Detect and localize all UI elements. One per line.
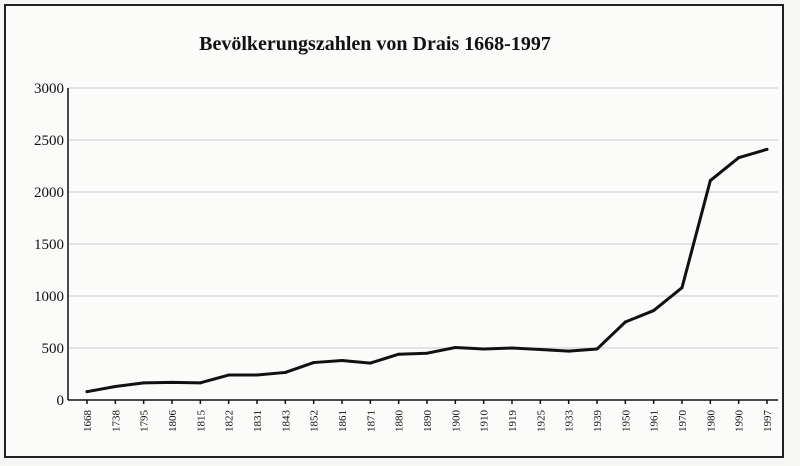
x-tick-label-1880: 1880 <box>394 410 406 433</box>
y-tick-label-1000: 1000 <box>34 289 64 305</box>
data-point-1997 <box>765 147 769 151</box>
data-point-1950 <box>623 320 627 324</box>
data-point-1970 <box>680 286 684 290</box>
y-tick-label-2500: 2500 <box>34 133 64 149</box>
data-point-1795 <box>142 381 146 385</box>
x-tick-label-1990: 1990 <box>734 410 746 433</box>
data-point-1738 <box>113 384 117 388</box>
x-tick-label-1910: 1910 <box>479 410 491 433</box>
x-tick-labels: 1668 1738 1795 1806 1815 1822 1831 1843 1852 1861… <box>82 410 774 433</box>
x-tick-label-1815: 1815 <box>195 410 207 433</box>
x-tick-label-1861: 1861 <box>337 410 349 432</box>
series-layer <box>85 147 769 394</box>
data-point-1925 <box>538 348 542 352</box>
data-point-1806 <box>170 380 174 384</box>
x-tick-label-1806: 1806 <box>167 410 179 433</box>
x-tick-label-1997: 1997 <box>762 410 774 433</box>
x-tick-label-1871: 1871 <box>365 410 377 432</box>
data-point-1939 <box>595 347 599 351</box>
data-point-1871 <box>368 361 372 365</box>
x-tick-label-1852: 1852 <box>309 410 321 432</box>
x-tick-label-1668: 1668 <box>82 410 94 433</box>
y-tick-label-500: 500 <box>42 341 65 357</box>
x-tick-label-1970: 1970 <box>677 410 689 433</box>
data-point-1990 <box>737 156 741 160</box>
x-tick-label-1831: 1831 <box>252 410 264 432</box>
x-tick-label-1919: 1919 <box>507 410 519 433</box>
x-tick-label-1890: 1890 <box>422 410 434 433</box>
y-tick-labels: 0 500 1000 1500 2000 2500 3000 <box>34 81 64 409</box>
x-tick-label-1738: 1738 <box>110 410 122 433</box>
data-point-1815 <box>198 381 202 385</box>
data-point-1980 <box>708 179 712 183</box>
x-tick-label-1939: 1939 <box>592 410 604 433</box>
x-tick-label-1980: 1980 <box>705 410 717 433</box>
series-line <box>85 147 769 394</box>
y-tick-label-2000: 2000 <box>34 185 64 201</box>
x-tick-label-1795: 1795 <box>139 410 151 433</box>
data-point-1861 <box>340 358 344 362</box>
gridlines <box>68 87 778 349</box>
data-point-1843 <box>283 370 287 374</box>
data-point-1933 <box>567 349 571 353</box>
data-point-1831 <box>255 373 259 377</box>
data-point-1919 <box>510 346 514 350</box>
chart-title: Bevölkerungszahlen von Drais 1668-1997 <box>199 33 551 55</box>
x-tick-label-1900: 1900 <box>450 410 462 433</box>
data-point-1900 <box>453 345 457 349</box>
x-tick-label-1925: 1925 <box>535 410 547 433</box>
x-tick-label-1950: 1950 <box>620 410 632 433</box>
data-point-1880 <box>397 352 401 356</box>
x-tick-label-1843: 1843 <box>280 410 292 433</box>
chart-frame <box>4 4 784 458</box>
y-tick-label-3000: 3000 <box>34 81 64 97</box>
x-tick-label-1822: 1822 <box>224 410 236 432</box>
data-point-1852 <box>312 361 316 365</box>
data-point-1910 <box>482 347 486 351</box>
x-tick-label-1961: 1961 <box>649 410 661 432</box>
y-tick-label-0: 0 <box>57 393 65 409</box>
data-point-1822 <box>227 373 231 377</box>
data-point-1961 <box>652 309 656 313</box>
axes <box>67 88 778 404</box>
y-tick-label-1500: 1500 <box>34 237 64 253</box>
data-point-1890 <box>425 351 429 355</box>
data-point-1668 <box>85 390 89 394</box>
x-tick-label-1933: 1933 <box>564 410 576 433</box>
